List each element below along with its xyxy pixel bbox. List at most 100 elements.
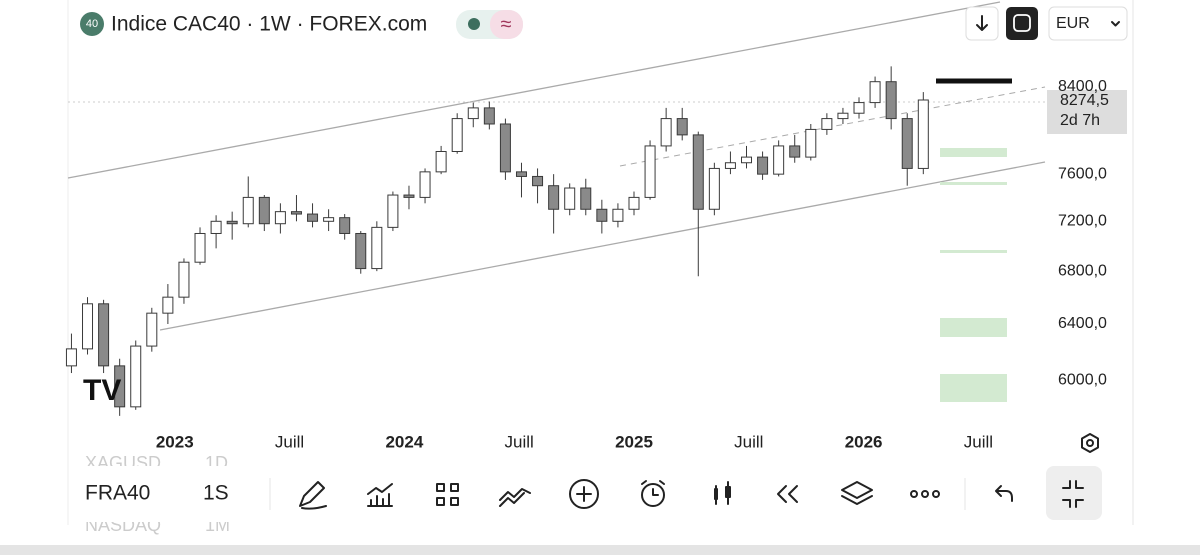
candle-body [628,196,640,210]
x-tick-label: 2024 [385,432,423,451]
candle-body [355,232,367,270]
channel-upper [67,1,1001,179]
badge-text: 40 [86,18,98,30]
objects-icon[interactable] [841,481,873,505]
candle-body [741,156,753,164]
plot [65,66,929,416]
zone [940,250,1007,253]
candle-body [837,112,849,120]
candle-body [323,217,335,222]
fade [75,466,265,476]
countdown: 2d 7h [1060,112,1100,129]
symbol-title[interactable]: Indice CAC40 · 1W · FOREX.com [111,13,427,36]
y-tick-label: 6400,0 [1058,315,1107,332]
settings-icon[interactable] [1081,433,1099,453]
candle-body [676,118,688,136]
x-tick-label: 2026 [845,432,883,451]
toolbar-icons [299,466,1102,520]
candle-body [146,312,158,347]
candle-body [917,99,929,169]
candle-body [371,226,383,270]
x-tick-label: Juill [275,432,304,451]
zone [940,318,1007,337]
candle-body [339,217,351,234]
candle-body [773,145,785,175]
candle-body [805,128,817,158]
candle-body [612,208,624,222]
candle-body [65,348,77,367]
currency-button[interactable] [1048,6,1128,41]
bottom-strip [0,545,1200,555]
indicators-icon[interactable] [367,483,393,507]
chart-type-icon[interactable] [714,481,731,505]
y-tick-label: 6000,0 [1058,371,1107,388]
undo-icon[interactable] [995,485,1013,502]
candle-body [451,118,463,152]
candle-body [178,261,190,298]
price-label-box [1047,90,1127,134]
candle-body [98,303,110,367]
collapse-icon [1062,480,1084,508]
x-tick-label: 2025 [615,432,653,451]
candle-body [210,220,222,234]
candle-body [580,187,592,210]
candle-body [564,187,576,210]
zone [940,374,1007,402]
candle-body [692,134,704,210]
candle-body [869,81,881,104]
settings-icon-dot [1086,439,1094,447]
candle-body [596,208,608,222]
y-tick-label: 8400,0 [1058,78,1107,95]
x-tick-label: 2023 [156,432,194,451]
alert-icon[interactable] [641,483,665,507]
candle-body [82,303,94,350]
candle-body [242,196,254,225]
fullscreen-button[interactable] [1006,7,1038,40]
market-open-dot [468,18,480,30]
y-tick-label: 7200,0 [1058,213,1107,230]
y-tick-label: 7600,0 [1058,165,1107,182]
candle-body [853,102,865,114]
add-icon-plus [576,486,592,502]
layouts-icon[interactable] [436,483,459,506]
collapse-button[interactable] [1046,466,1102,520]
compare-icon[interactable] [499,488,531,507]
candle-body [258,196,270,225]
symbol[interactable]: FRA40 [85,482,150,505]
alert-icon-hands [641,480,665,496]
candle-body [194,232,206,263]
candle-body [660,118,672,147]
candle-body [467,107,479,120]
candle-body [387,194,399,228]
y-tick-label: 6800,0 [1058,262,1107,279]
watermark: TV [83,374,121,407]
last-price: 8274,5 [1060,92,1109,109]
candle-body [532,175,544,187]
candle-body [274,211,286,225]
candle-body [644,145,656,198]
candle-body [821,118,833,130]
x-tick-label: Juill [964,432,993,451]
candle-body [226,220,238,225]
candle-body [130,345,142,408]
replay-icon[interactable] [777,485,798,503]
symbol-badge [80,12,104,36]
more-icon [921,490,929,498]
candle-body [515,171,527,177]
more-icon [932,490,940,498]
candle-body [307,213,319,222]
interval[interactable]: 1S [203,482,229,505]
more-icon[interactable] [910,490,918,498]
draw-icon[interactable] [299,481,327,510]
candle-body [724,162,736,169]
candle-body [901,118,913,169]
candle-body [757,156,769,175]
candle-body [483,107,495,125]
currency: EUR [1056,15,1090,32]
add-icon[interactable] [569,479,599,509]
download-icon [976,15,988,31]
candle-body [708,167,720,210]
x-tick-label: Juill [734,432,763,451]
